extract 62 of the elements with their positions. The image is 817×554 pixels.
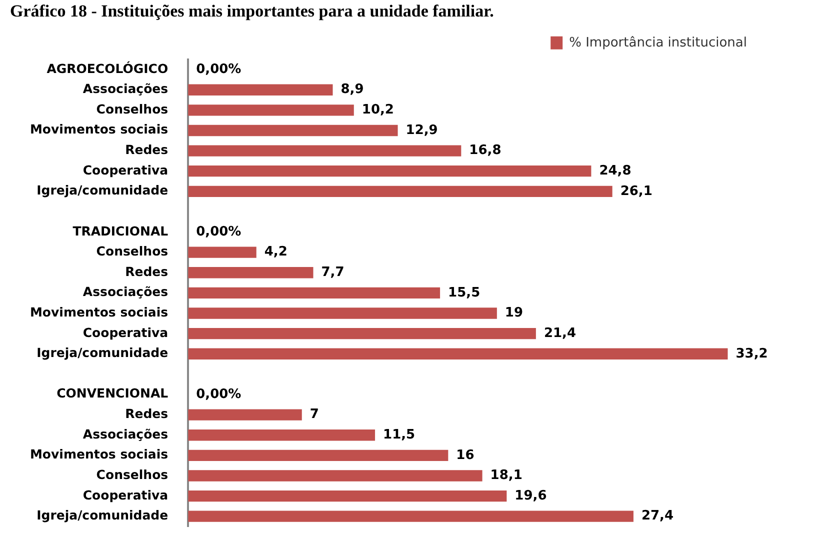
bar (188, 328, 536, 340)
bar (188, 470, 482, 482)
bar (188, 166, 592, 177)
y-tick-label: Igreja/comunidade (36, 508, 168, 523)
data-label: 18,1 (490, 468, 522, 484)
y-tick-label: Movimentos sociais (30, 446, 168, 462)
data-label: 16 (456, 448, 474, 463)
bar (188, 430, 376, 441)
data-label: 33,2 (736, 346, 768, 362)
y-tick-label: Cooperativa (82, 324, 168, 340)
y-tick-label: Redes (125, 406, 168, 422)
y-tick-label: Associações (82, 426, 168, 442)
data-label: 19 (504, 306, 524, 321)
bar (188, 409, 302, 420)
data-label: 0,00% (196, 386, 242, 402)
y-tick-label: Cooperativa (82, 162, 168, 178)
data-label: 0,00% (196, 62, 242, 77)
bar (188, 104, 354, 116)
y-tick-label: Redes (125, 264, 168, 279)
data-label: 24,8 (599, 163, 632, 178)
data-label: 0,00% (196, 224, 242, 240)
bar (188, 145, 462, 156)
y-tick-label: Movimentos sociais (30, 122, 168, 137)
bar (188, 186, 612, 197)
y-tick-label: Associações (82, 284, 168, 300)
legend-label: % Importância institucional (569, 35, 748, 50)
data-label: 8,9 (340, 82, 364, 98)
data-label: 7,7 (321, 265, 344, 280)
bar (188, 84, 333, 96)
data-label: 27,4 (641, 508, 674, 524)
data-label: 21,4 (544, 326, 576, 341)
data-label: 15,5 (448, 285, 480, 300)
data-label: 26,1 (620, 184, 652, 199)
bar (188, 450, 448, 462)
bar (188, 510, 634, 522)
data-label: 7 (310, 407, 319, 422)
bar (188, 348, 728, 360)
data-label: 16,8 (469, 143, 502, 158)
data-label: 11,5 (383, 427, 416, 442)
bar (188, 267, 314, 278)
data-label: 10,2 (362, 102, 394, 118)
y-tick-label: AGROECOLÓGICO (46, 60, 168, 76)
y-tick-label: Igreja/comunidade (36, 182, 168, 198)
data-label: 4,2 (264, 244, 288, 260)
data-label: 12,9 (406, 122, 438, 138)
y-tick-label: Associações (82, 81, 168, 96)
y-tick-label: Conselhos (96, 466, 168, 482)
y-tick-label: Conselhos (96, 101, 168, 116)
y-tick-label: Cooperativa (82, 487, 168, 502)
y-tick-label: Igreja/comunidade (36, 345, 168, 360)
chart-title: Gráfico 18 - Instituições mais importantes para a unidade familiar. (10, 2, 494, 21)
bar (188, 490, 507, 502)
y-tick-label: Movimentos sociais (30, 304, 168, 320)
y-tick-label: CONVENCIONAL (56, 386, 168, 401)
bar (188, 287, 440, 299)
y-tick-label: Redes (125, 142, 168, 158)
y-tick-label: Conselhos (96, 244, 168, 259)
bar (188, 124, 398, 136)
data-label: 19,6 (514, 488, 547, 504)
bar (188, 308, 497, 319)
bar (188, 246, 256, 258)
y-tick-label: TRADICIONAL (72, 223, 168, 238)
